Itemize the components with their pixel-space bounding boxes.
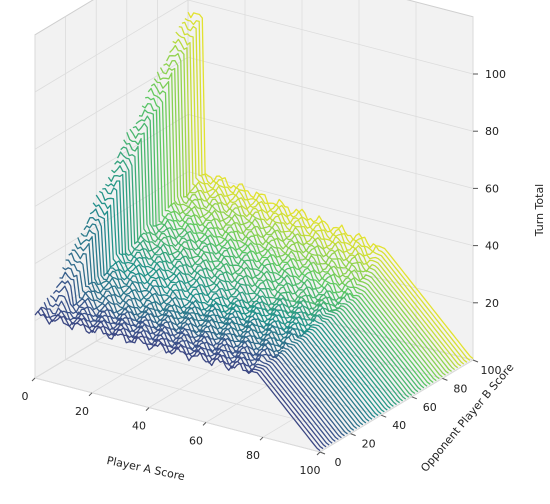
grid-z-left bbox=[34, 228, 189, 322]
surface-line bbox=[52, 285, 339, 441]
surface-line bbox=[59, 271, 345, 437]
grid-z-back bbox=[187, 56, 474, 132]
y-tick bbox=[350, 433, 356, 437]
surface-line bbox=[49, 294, 336, 442]
surface-line bbox=[169, 44, 456, 371]
grid-z-back bbox=[187, 114, 474, 189]
surface-line bbox=[178, 25, 465, 365]
grid-y-floor bbox=[65, 359, 351, 434]
surface-line bbox=[181, 21, 468, 363]
surface-lines bbox=[34, 11, 474, 452]
x-tick-label: 40 bbox=[132, 420, 146, 433]
x-tick bbox=[316, 451, 321, 456]
surface-line bbox=[132, 122, 419, 393]
surface-line bbox=[153, 78, 440, 380]
y-tick bbox=[381, 414, 387, 418]
x-tick bbox=[202, 422, 207, 426]
grid-z-back bbox=[187, 171, 474, 246]
surface-line bbox=[135, 115, 422, 391]
z-tick-label: 80 bbox=[485, 125, 499, 138]
x-axis-label: Player A Score bbox=[105, 454, 186, 483]
grid-z-back bbox=[187, 0, 474, 75]
y-tick-label: 40 bbox=[392, 419, 406, 432]
surface-line bbox=[129, 128, 416, 395]
x-tick bbox=[88, 392, 93, 397]
surface-line bbox=[105, 180, 391, 409]
surface-line bbox=[80, 229, 367, 424]
grid-y-floor bbox=[96, 340, 382, 416]
y-tick bbox=[319, 451, 326, 455]
x-tick bbox=[31, 377, 36, 382]
x-tick-label: 80 bbox=[246, 449, 260, 462]
y-tick bbox=[472, 359, 479, 363]
y-tick-label: 100 bbox=[481, 364, 502, 377]
grid-z-left bbox=[34, 0, 189, 93]
x-tick-label: 100 bbox=[300, 464, 321, 477]
y-tick-label: 60 bbox=[423, 401, 437, 414]
surface-line bbox=[86, 216, 373, 420]
surface-line bbox=[102, 187, 388, 411]
surface-line bbox=[34, 310, 321, 452]
y-tick-label: 0 bbox=[335, 456, 342, 469]
surface-line bbox=[184, 18, 471, 361]
x-tick bbox=[145, 407, 150, 411]
surface-line bbox=[159, 67, 446, 376]
surface-line bbox=[175, 31, 462, 367]
surface-line bbox=[68, 252, 355, 431]
surface-line bbox=[126, 132, 413, 396]
tick-labels: 0 20 40 60 80 100 0 20 40 60 80 100 20 40 60 80 100 bbox=[22, 68, 507, 477]
x-tick-label: 0 bbox=[22, 390, 29, 403]
surface-line bbox=[65, 259, 352, 433]
surface-line bbox=[145, 96, 431, 385]
z-tick-label: 100 bbox=[485, 68, 506, 81]
grid-z-left bbox=[34, 285, 189, 379]
surface-line bbox=[40, 306, 327, 448]
surface-line bbox=[99, 190, 385, 413]
surface-line bbox=[117, 151, 404, 402]
surface-line bbox=[163, 59, 449, 374]
surface-line bbox=[166, 52, 452, 372]
surface-line bbox=[114, 159, 400, 404]
grid-y-floor bbox=[34, 377, 321, 453]
x-tick-label: 60 bbox=[189, 434, 203, 447]
z-tick-label: 20 bbox=[485, 297, 499, 310]
surface-line bbox=[83, 223, 370, 422]
x-tick bbox=[259, 436, 264, 441]
grid-x-floor bbox=[319, 359, 474, 453]
z-tick-label: 60 bbox=[485, 182, 499, 195]
z-tick-label: 40 bbox=[485, 240, 499, 253]
y-tick bbox=[411, 396, 417, 400]
surface-line bbox=[147, 87, 434, 384]
grid-z-left bbox=[34, 114, 189, 207]
surface-line bbox=[37, 307, 324, 450]
surface-line bbox=[95, 194, 382, 415]
surface-line bbox=[150, 83, 437, 382]
surface-line bbox=[107, 173, 394, 407]
y-tick-label: 80 bbox=[453, 382, 467, 395]
z-axis-label: Turn Total bbox=[533, 184, 546, 238]
y-tick-label: 20 bbox=[362, 438, 376, 451]
surface-line bbox=[120, 146, 407, 400]
x-tick-label: 20 bbox=[75, 405, 89, 418]
surface-line bbox=[46, 297, 333, 444]
surface-line bbox=[71, 249, 358, 430]
y-tick bbox=[442, 377, 448, 381]
